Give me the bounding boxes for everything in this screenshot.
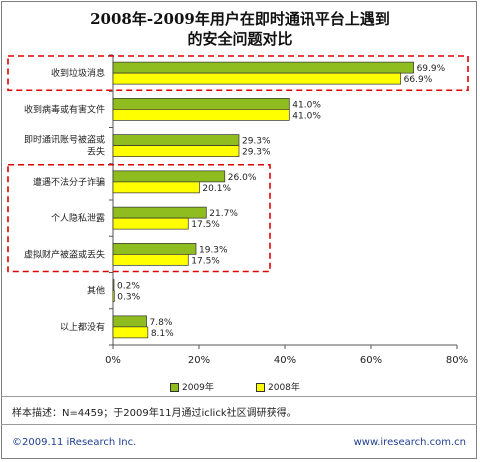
legend-label-2009: 2009年	[182, 383, 214, 393]
data-label: 8.1%	[151, 329, 174, 339]
category-label: 个人隐私泄露	[51, 212, 105, 224]
bar-2009-	[112, 279, 115, 291]
copyright-text: ©2009.11 iResearch Inc.	[12, 437, 137, 448]
legend-swatch-2009	[170, 383, 179, 392]
bar-2009-	[112, 170, 226, 183]
category-label: 以上都没有	[60, 321, 105, 333]
category-label: 收到病毒或有害文件	[24, 103, 105, 115]
data-label: 26.0%	[228, 173, 257, 183]
data-label: 0.2%	[117, 282, 140, 292]
category-label: 其他	[87, 285, 105, 297]
category-label: 虚拟财产被盗或丢失	[24, 248, 105, 260]
highlight-box-spam	[7, 55, 469, 92]
website-link[interactable]: www.iresearch.com.cn	[353, 437, 466, 448]
data-label: 21.7%	[209, 209, 238, 219]
bar-2008-	[112, 217, 189, 230]
bar-chart: 0% 20% 40% 60% 80% 收到垃圾消息 69.9%66.9% 收到病毒或有害文件 4…	[7, 54, 469, 366]
bar-2008-	[112, 326, 149, 339]
data-label: 7.8%	[150, 318, 173, 328]
data-label: 69.9%	[417, 64, 446, 74]
data-label: 20.1%	[202, 184, 231, 194]
bar-2009-	[112, 134, 240, 146]
separator-bottom	[1, 424, 477, 425]
legend-label-2008: 2008年	[268, 383, 300, 393]
bar-2008-	[112, 254, 189, 266]
category-label: 遭遇不法分子诈骗	[33, 176, 105, 188]
bar-2009-	[112, 243, 197, 255]
bar-2008-	[112, 145, 240, 157]
category-label: 即时通讯账号被盗或丢失	[24, 134, 105, 158]
legend-item-2008: 2008年	[256, 380, 300, 393]
separator-top	[1, 396, 477, 397]
data-label: 66.9%	[404, 75, 433, 85]
x-tick-label: 40%	[274, 355, 296, 366]
x-tick-label: 80%	[446, 355, 468, 366]
x-tick-label: 20%	[188, 355, 210, 366]
bar-2009-	[112, 206, 207, 219]
bar-2009-	[112, 98, 290, 110]
category-label: 收到垃圾消息	[51, 67, 105, 79]
data-label: 17.5%	[191, 220, 220, 230]
bar-2008-	[112, 181, 200, 194]
data-label: 0.3%	[117, 293, 140, 303]
bar-2009-	[112, 315, 147, 328]
x-tick-label: 0%	[105, 355, 121, 366]
data-label: 29.3%	[242, 148, 271, 158]
data-label: 19.3%	[199, 245, 228, 255]
chart-title-line-1: 2008年-2009年用户在即时通讯平台上遇到	[90, 10, 390, 28]
data-label: 41.0%	[292, 100, 321, 110]
bar-2008-	[112, 290, 115, 302]
highlight-box-fraud-privacy-property	[7, 163, 271, 273]
bar-2008-	[112, 72, 402, 85]
legend-swatch-2008	[256, 383, 265, 392]
data-label: 29.3%	[242, 137, 271, 147]
data-label: 41.0%	[292, 111, 321, 121]
chart-title-line-2: 的安全问题对比	[187, 30, 293, 48]
x-tick-label: 60%	[360, 355, 382, 366]
bar-2008-	[112, 109, 290, 121]
legend-item-2009: 2009年	[170, 380, 214, 393]
bar-2009-	[112, 61, 414, 74]
sample-note: 样本描述：N=4459；于2009年11月通过iclick社区调研获得。	[12, 408, 297, 419]
data-label: 17.5%	[191, 256, 220, 266]
